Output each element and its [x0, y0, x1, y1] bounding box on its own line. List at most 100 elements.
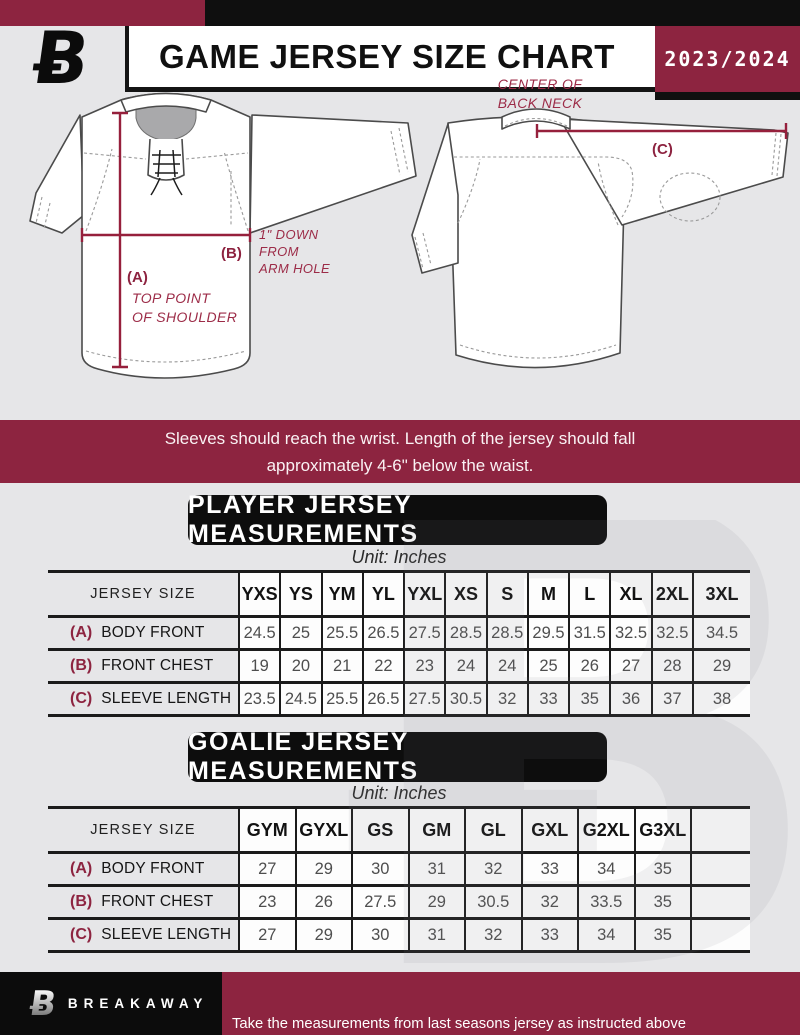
value-cell: 29.5	[526, 616, 571, 650]
top-strip-maroon	[0, 0, 205, 26]
value-cell: 25.5	[320, 616, 364, 650]
value-cell: 20	[279, 649, 323, 683]
value-cell: 34.5	[692, 616, 750, 650]
value-cell: 23	[238, 885, 297, 919]
armhole-note-line1: 1" DOWN	[259, 227, 319, 242]
fit-note-banner: Sleeves should reach the wrist. Length o…	[0, 420, 800, 483]
value-cell: 21	[320, 649, 364, 683]
value-cell: 26	[568, 649, 612, 683]
value-cell: 22	[361, 649, 406, 683]
measurement-row: (C) SLEEVE LENGTH 27 29 30 31 32 33 34 35	[48, 918, 750, 952]
row-key: (A)	[70, 624, 93, 641]
size-column-header: S	[485, 571, 529, 617]
marker-b-label: (B)	[221, 245, 242, 262]
measurement-row: (A) BODY FRONT 27 29 30 31 32 33 34 35	[48, 852, 750, 886]
armhole-note-line3: ARM HOLE	[258, 261, 330, 276]
player-unit-label: Unit: Inches	[351, 547, 447, 567]
row-name: FRONT CHEST	[101, 893, 214, 910]
value-cell: 28.5	[485, 616, 529, 650]
footer-brand-name: BREAKAWAY	[67, 996, 209, 1011]
measurement-row: (C) SLEEVE LENGTH 23.5 24.5 25.5 26.5 27.5 30.5…	[48, 682, 750, 716]
row-name: FRONT CHEST	[101, 657, 214, 674]
backneck-note-line2: BACK NECK	[498, 95, 583, 111]
value-cell	[690, 918, 750, 952]
armhole-note-line2: FROM	[259, 244, 299, 259]
size-column-header	[690, 807, 750, 853]
footer-instructions: Take the measurements from last seasons …	[222, 972, 800, 1035]
table-corner-header: JERSEY SIZE	[48, 807, 240, 853]
value-cell: 29	[294, 918, 353, 952]
row-name: SLEEVE LENGTH	[101, 926, 232, 943]
row-label: (A) BODY FRONT	[48, 616, 240, 650]
season-label: 2023/2024	[664, 47, 791, 71]
row-label: (B) FRONT CHEST	[48, 649, 240, 683]
size-column-header: YL	[361, 571, 406, 617]
value-cell: 27.5	[403, 682, 447, 716]
value-cell: 35	[568, 682, 612, 716]
value-cell: 32	[485, 682, 529, 716]
value-cell: 30.5	[464, 885, 523, 919]
size-column-header: GS	[351, 807, 410, 853]
value-cell: 30	[351, 852, 410, 886]
shoulder-note-line2: OF SHOULDER	[132, 309, 237, 325]
value-cell: 33.5	[577, 885, 636, 919]
value-cell: 31	[407, 918, 466, 952]
size-header-row: JERSEY SIZE YXS YS YM YL YXL XS S M L XL 2XL 3XL	[48, 571, 750, 617]
value-cell: 35	[633, 852, 692, 886]
value-cell: 33	[520, 852, 579, 886]
value-cell: 26.5	[361, 616, 406, 650]
size-column-header: G3XL	[633, 807, 692, 853]
size-column-header: GXL	[520, 807, 579, 853]
goalie-section-title: GOALIE JERSEY MEASUREMENTS	[188, 728, 607, 785]
player-section-title: PLAYER JERSEY MEASUREMENTS	[188, 491, 607, 548]
value-cell: 32	[464, 918, 523, 952]
value-cell	[690, 885, 750, 919]
value-cell: 27.5	[403, 616, 447, 650]
fit-note-line1: Sleeves should reach the wrist. Length o…	[164, 429, 636, 448]
value-cell	[690, 852, 750, 886]
size-column-header: M	[526, 571, 571, 617]
value-cell: 28.5	[444, 616, 488, 650]
size-column-header: XS	[444, 571, 488, 617]
footer-b-logo-icon: Ƀ	[27, 983, 59, 1024]
size-column-header: YXS	[237, 571, 282, 617]
row-key: (A)	[70, 860, 93, 877]
value-cell: 23.5	[237, 682, 282, 716]
page-title: GAME JERSEY SIZE CHART	[159, 37, 615, 75]
value-cell: 32.5	[650, 616, 695, 650]
measurement-row: (A) BODY FRONT 24.5 25 25.5 26.5 27.5 28.5 28.5 2…	[48, 616, 750, 650]
size-column-header: L	[568, 571, 612, 617]
size-header-row: JERSEY SIZE GYM GYXL GS GM GL GXL G2XL G3XL	[48, 807, 750, 853]
value-cell: 38	[692, 682, 750, 716]
value-cell: 33	[526, 682, 571, 716]
top-strip-black	[205, 0, 800, 26]
value-cell: 30	[351, 918, 410, 952]
value-cell: 24.5	[279, 682, 323, 716]
size-column-header: YM	[320, 571, 364, 617]
value-cell: 31	[407, 852, 466, 886]
row-key: (C)	[70, 926, 93, 943]
player-size-table: JERSEY SIZE YXS YS YM YL YXL XS S M L XL 2XL 3XL (A) B…	[48, 570, 750, 717]
value-cell: 29	[407, 885, 466, 919]
value-cell: 27	[238, 852, 297, 886]
value-cell: 36	[609, 682, 653, 716]
value-cell: 27	[238, 918, 297, 952]
value-cell: 30.5	[444, 682, 488, 716]
value-cell: 25	[279, 616, 323, 650]
goalie-size-table: JERSEY SIZE GYM GYXL GS GM GL GXL G2XL G3XL (A) BO…	[48, 806, 750, 953]
size-column-header: 3XL	[692, 571, 750, 617]
size-column-header: GL	[464, 807, 523, 853]
value-cell: 19	[237, 649, 282, 683]
value-cell: 35	[633, 885, 692, 919]
value-cell: 26	[294, 885, 353, 919]
value-cell: 27	[609, 649, 653, 683]
value-cell: 27.5	[351, 885, 410, 919]
row-key: (B)	[70, 657, 93, 674]
backneck-note-line1: CENTER OF	[498, 76, 584, 92]
size-column-header: XL	[609, 571, 653, 617]
value-cell: 32.5	[609, 616, 653, 650]
value-cell: 26.5	[361, 682, 406, 716]
row-label: (B) FRONT CHEST	[48, 885, 240, 919]
jersey-measurement-diagram: (B) 1" DOWN FROM ARM HOLE (A) TOP POINT …	[29, 76, 789, 379]
value-cell: 34	[577, 918, 636, 952]
